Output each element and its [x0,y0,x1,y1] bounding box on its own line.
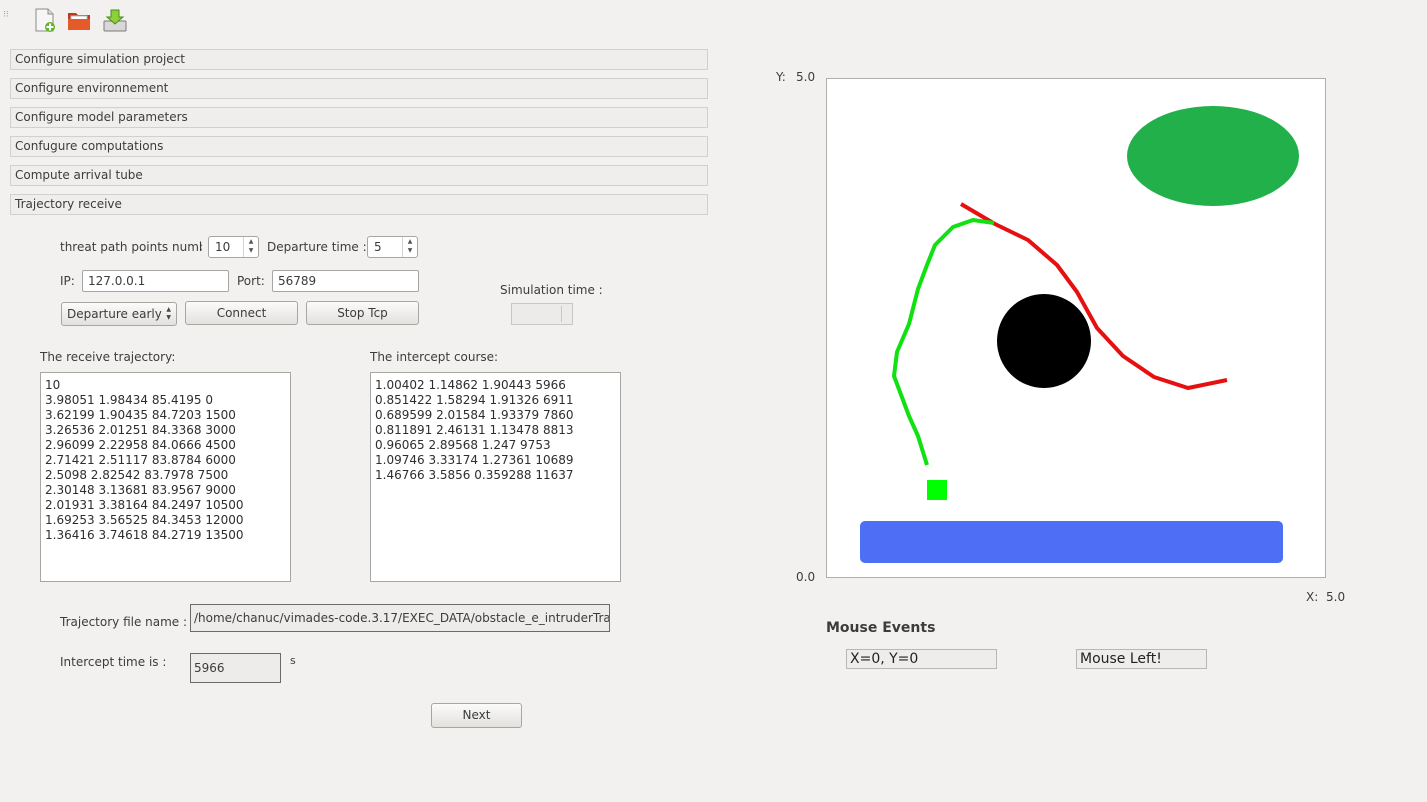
save-button[interactable] [101,6,129,34]
target-zone-green [1127,106,1299,206]
departure-zone-blue [860,521,1283,563]
mouse-status-display: Mouse Left! [1076,649,1207,669]
new-file-button[interactable] [30,6,58,34]
intercept-course-path [892,218,995,466]
list-item: 0.689599 2.01584 1.93379 7860 [375,408,574,422]
y-axis-label: Y: [776,70,786,84]
list-item: 2.5098 2.82542 83.7978 7500 [45,468,229,482]
departure-mode-combo[interactable]: Departure early ▲ ▼ [61,302,177,326]
list-item: 0.811891 2.46131 1.13478 8813 [375,423,574,437]
section-configure-environnement[interactable]: Configure environnement [10,78,708,99]
list-item: 1.00402 1.14862 1.90443 5966 [375,378,566,392]
intercept-time-label: Intercept time is : [60,655,167,669]
intercept-time-unit: s [290,654,296,667]
departure-time-value: 5 [374,240,382,254]
port-label: Port: [237,274,265,288]
combo-arrows-icon: ▲ ▼ [166,306,171,321]
list-item: 0.96065 2.89568 1.247 9753 [375,438,551,452]
open-folder-button[interactable] [65,6,93,34]
list-item: 2.30148 3.13681 83.9567 9000 [45,483,236,497]
list-item: 1.69253 3.56525 84.3453 12000 [45,513,244,527]
x-axis-max: 5.0 [1326,590,1346,604]
simulation-time-spinbox [511,303,573,325]
departure-time-spinbox[interactable]: 5 ▲ ▼ [367,236,418,258]
simulation-canvas[interactable] [826,78,1326,578]
connect-button[interactable]: Connect [185,301,298,325]
simulation-time-label: Simulation time : [500,283,603,297]
list-item: 1.09746 3.33174 1.27361 10689 [375,453,574,467]
section-configure-simulation-project[interactable]: Configure simulation project [10,49,708,70]
mouse-events-title: Mouse Events [826,620,936,636]
spin-arrows-icon[interactable]: ▲ ▼ [243,237,258,257]
list-item: 0.851422 1.58294 1.91326 6911 [375,393,574,407]
toolbar-grip[interactable]: ⁝⁝ [3,10,9,20]
port-input[interactable]: 56789 [272,270,419,292]
stop-tcp-button[interactable]: Stop Tcp [306,301,419,325]
intruder-trajectory-path [959,202,1228,390]
list-item: 1.36416 3.74618 84.2719 13500 [45,528,244,542]
start-marker [927,480,947,500]
spin-arrows-icon [561,306,568,322]
threat-points-label: threat path points number [60,240,202,254]
obstacle-circle [997,294,1091,388]
intercept-course-title: The intercept course: [370,350,499,364]
next-button[interactable]: Next [431,703,522,728]
receive-trajectory-textarea[interactable]: 10 3.98051 1.98434 85.4195 0 3.62199 1.9… [40,372,291,582]
axis-origin: 0.0 [796,570,816,584]
ip-input[interactable]: 127.0.0.1 [82,270,229,292]
departure-time-label: Departure time : [267,240,367,254]
list-item: 3.26536 2.01251 84.3368 3000 [45,423,236,437]
simulation-svg [860,106,1299,563]
list-item: 3.62199 1.90435 84.7203 1500 [45,408,236,422]
new-file-icon [35,8,55,32]
list-item: 1.46766 3.5856 0.359288 11637 [375,468,574,482]
list-item: 3.98051 1.98434 85.4195 0 [45,393,213,407]
section-compute-arrival-tube[interactable]: Compute arrival tube [10,165,708,186]
x-axis-label: X: [1306,590,1319,604]
threat-points-value: 10 [215,240,231,254]
section-trajectory-receive[interactable]: Trajectory receive [10,194,708,215]
section-configure-computations[interactable]: Confugure computations [10,136,708,157]
list-item: 2.01931 3.38164 84.2497 10500 [45,498,244,512]
list-item: 2.71421 2.51117 83.8784 6000 [45,453,236,467]
y-axis-max: 5.0 [796,70,816,84]
intercept-time-field: 5966 [190,653,281,683]
receive-trajectory-title: The receive trajectory: [40,350,176,364]
trajectory-file-label: Trajectory file name : [60,615,188,629]
departure-mode-value: Departure early [67,307,162,321]
intercept-course-textarea[interactable]: 1.00402 1.14862 1.90443 5966 0.851422 1.… [370,372,621,582]
ip-label: IP: [60,274,75,288]
threat-points-spinbox[interactable]: 10 ▲ ▼ [208,236,259,258]
spin-arrows-icon[interactable]: ▲ ▼ [402,237,417,257]
list-item: 10 [45,378,61,392]
download-save-icon [103,9,127,32]
open-folder-icon [68,13,90,30]
trajectory-file-field[interactable]: /home/chanuc/vimades-code.3.17/EXEC_DATA… [190,604,610,632]
list-item: 2.96099 2.22958 84.0666 4500 [45,438,236,452]
mouse-coords-display: X=0, Y=0 [846,649,997,669]
section-configure-model-parameters[interactable]: Configure model parameters [10,107,708,128]
